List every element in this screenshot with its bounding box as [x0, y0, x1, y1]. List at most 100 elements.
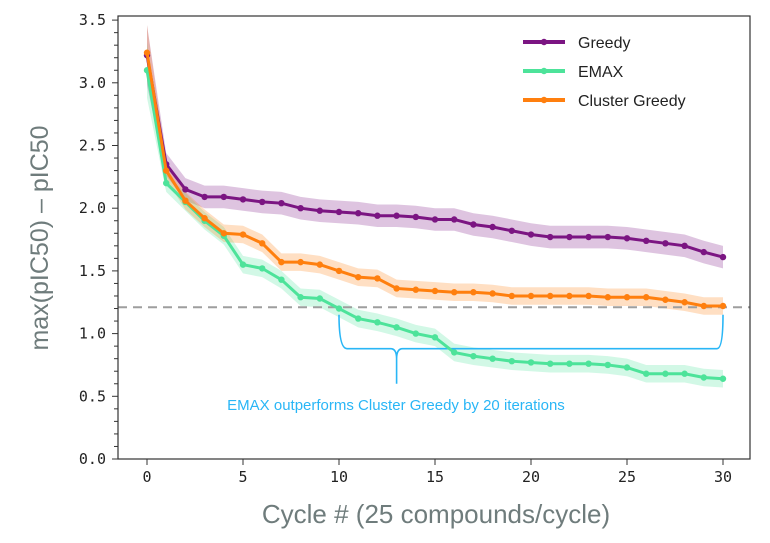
point-greedy	[643, 237, 650, 245]
point-emax	[623, 364, 631, 371]
point-cluster-greedy	[643, 294, 650, 301]
point-greedy	[201, 193, 208, 201]
y-tick-label: 2.0	[79, 199, 106, 217]
point-greedy	[431, 216, 439, 223]
point-greedy	[393, 212, 400, 219]
point-cluster-greedy	[182, 197, 189, 204]
point-greedy	[623, 235, 631, 242]
point-greedy	[316, 207, 323, 214]
point-cluster-greedy	[143, 49, 151, 56]
point-cluster-greedy	[163, 167, 170, 174]
legend-marker	[540, 96, 548, 104]
point-greedy	[412, 213, 419, 221]
x-tick-label: 30	[714, 468, 732, 486]
legend-marker	[540, 38, 548, 46]
point-greedy	[451, 216, 458, 223]
point-greedy	[470, 221, 477, 228]
point-cluster-greedy	[681, 299, 688, 306]
point-emax	[374, 319, 381, 326]
point-cluster-greedy	[259, 240, 266, 247]
point-greedy	[297, 205, 304, 212]
point-emax	[585, 360, 592, 367]
point-greedy	[527, 231, 535, 238]
point-emax	[662, 370, 669, 377]
point-cluster-greedy	[451, 289, 458, 296]
legend-label: Cluster Greedy	[578, 93, 686, 110]
x-axis-label: Cycle # (25 compounds/cycle)	[262, 499, 610, 529]
point-cluster-greedy	[239, 231, 247, 238]
point-cluster-greedy	[470, 289, 477, 296]
point-emax	[278, 276, 285, 283]
point-greedy	[719, 253, 727, 261]
band-cluster-greedy	[147, 25, 723, 315]
point-emax	[163, 179, 170, 187]
point-greedy	[508, 227, 515, 234]
point-emax	[566, 360, 573, 367]
point-emax	[508, 357, 515, 365]
x-tick-label: 5	[238, 468, 247, 486]
point-cluster-greedy	[566, 292, 573, 300]
point-emax	[489, 355, 496, 362]
point-cluster-greedy	[297, 258, 304, 266]
legend-label: EMAX	[578, 64, 624, 81]
point-emax	[431, 334, 439, 341]
line-cluster-greedy	[145, 52, 723, 308]
point-greedy	[182, 186, 189, 193]
x-tick-label: 10	[330, 468, 348, 486]
annotation-text: EMAX outperforms Cluster Greedy by 20 it…	[227, 397, 565, 414]
legend-marker	[540, 67, 548, 75]
legend: Greedy EMAX Cluster Greedy	[523, 35, 686, 110]
point-cluster-greedy	[489, 290, 496, 297]
point-cluster-greedy	[700, 302, 707, 310]
point-cluster-greedy	[374, 275, 381, 282]
x-tick-label: 20	[522, 468, 540, 486]
point-greedy	[604, 233, 611, 241]
point-greedy	[566, 233, 573, 241]
x-tick-label: 0	[142, 468, 151, 486]
point-emax	[335, 305, 343, 312]
point-emax	[547, 360, 554, 367]
point-emax	[719, 375, 727, 382]
point-greedy	[278, 199, 285, 207]
point-emax	[451, 349, 458, 356]
point-cluster-greedy	[527, 292, 535, 300]
point-cluster-greedy	[220, 230, 227, 237]
point-cluster-greedy	[335, 267, 343, 275]
point-greedy	[547, 233, 554, 241]
point-cluster-greedy	[412, 286, 419, 293]
y-tick-label: 2.5	[79, 137, 106, 155]
point-cluster-greedy	[278, 258, 285, 266]
y-tick-label: 3.5	[79, 11, 106, 29]
point-greedy	[355, 210, 362, 217]
point-cluster-greedy	[719, 302, 727, 310]
point-greedy	[374, 212, 381, 219]
point-cluster-greedy	[431, 287, 439, 295]
point-cluster-greedy	[393, 285, 400, 292]
point-greedy	[220, 193, 227, 201]
point-greedy	[489, 223, 496, 231]
legend-label: Greedy	[578, 35, 630, 52]
point-emax	[681, 370, 688, 377]
y-axis-label: max(pIC50) – pIC50	[26, 125, 54, 350]
point-emax	[643, 370, 650, 377]
point-emax	[355, 315, 362, 322]
point-greedy	[681, 242, 688, 250]
annotation-brace	[338, 314, 724, 384]
x-tick-label: 15	[426, 468, 444, 486]
point-cluster-greedy	[585, 292, 592, 300]
y-tick-label: 0.0	[79, 450, 106, 468]
point-cluster-greedy	[508, 292, 515, 300]
point-emax	[393, 324, 400, 331]
plot-frame	[117, 15, 751, 460]
point-greedy	[585, 233, 592, 241]
point-greedy	[335, 208, 343, 216]
point-emax	[604, 361, 611, 369]
point-emax	[239, 261, 247, 268]
point-greedy	[259, 198, 266, 206]
point-emax	[412, 330, 419, 337]
point-emax	[316, 295, 323, 302]
y-tick-label: 0.5	[79, 387, 106, 405]
y-tick-label: 3.0	[79, 74, 106, 92]
point-emax	[700, 374, 707, 381]
